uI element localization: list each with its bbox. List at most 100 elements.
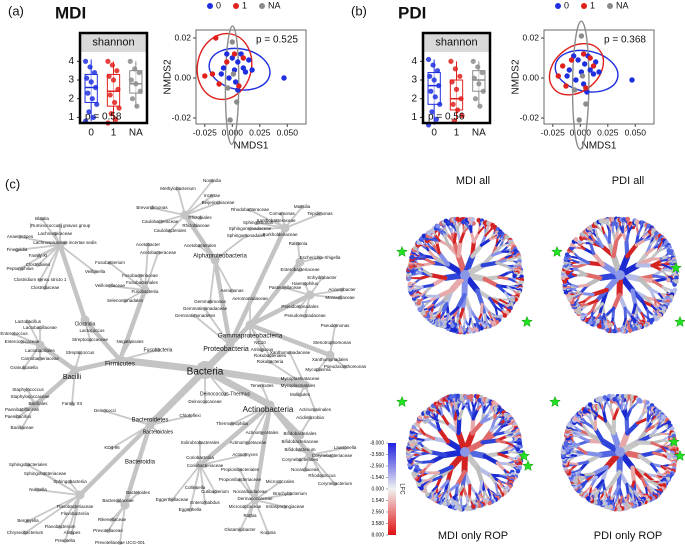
- tree-branch: [640, 299, 649, 312]
- point: [242, 69, 249, 75]
- colorbar-tick-label: 2.560: [371, 509, 384, 515]
- taxon-label: Aeromonas: [220, 288, 244, 293]
- taxon-label: Actinobacteria: [243, 405, 294, 414]
- node: [297, 447, 303, 453]
- taxon-label: Fusobacteriales: [126, 280, 159, 285]
- point: [437, 101, 443, 107]
- tree-branch: [477, 226, 485, 234]
- taxon-label: Mycoplasmatales: [281, 383, 317, 388]
- branch: [182, 212, 218, 263]
- taxon-label: Veillonellaceae: [95, 283, 126, 288]
- tree-branch: [504, 291, 511, 300]
- branch: [59, 494, 81, 528]
- node: [195, 460, 205, 470]
- tree-root: [460, 447, 470, 457]
- legend-label: 1: [590, 0, 595, 10]
- tree-branch: [479, 237, 492, 247]
- point: [431, 77, 437, 83]
- taxon-label: Rokubacteriales: [254, 353, 287, 358]
- tree-branch: [412, 450, 422, 456]
- legend-marker: [207, 3, 213, 9]
- tree-branch: [457, 407, 465, 421]
- taxon-label: Propionibacteriales: [221, 467, 260, 472]
- panel-title: MDI: [55, 3, 86, 22]
- tree-branch: [497, 275, 511, 281]
- tree-branch: [433, 310, 441, 318]
- tree-branch: [480, 438, 499, 445]
- tree-branch: [660, 268, 668, 277]
- tree-leaf: [421, 233, 427, 239]
- x-tick-label: 0.050: [625, 127, 647, 137]
- node: [302, 281, 308, 287]
- branch: [309, 447, 346, 456]
- tree-leaf: [458, 328, 463, 333]
- tree-branch: [499, 474, 509, 480]
- tree-branch: [601, 312, 606, 323]
- taxon-label: Clostridiaceae: [31, 285, 60, 290]
- tree-branch: [604, 306, 616, 317]
- taxon-label: Stenotrophomonas: [313, 340, 352, 345]
- node: [202, 399, 208, 405]
- heat-tree: [560, 216, 679, 334]
- tree-branch: [622, 317, 627, 327]
- node: [155, 429, 161, 435]
- legend-marker: [581, 3, 587, 9]
- node: [37, 348, 43, 354]
- tree-leaf: [579, 315, 585, 320]
- x-tick-label: 0: [88, 128, 94, 139]
- highlight-star: [551, 245, 563, 257]
- node: [215, 200, 221, 206]
- taxon-label: Bacteroides: [126, 490, 151, 495]
- tree-leaf: [565, 270, 571, 275]
- taxon-label: Gemmatimonas: [194, 299, 227, 304]
- taxon-label: Glutamicibacter: [224, 527, 256, 532]
- tree-leaf: [654, 316, 659, 322]
- node: [207, 299, 213, 305]
- taxon-label: Mollicutes: [290, 392, 311, 397]
- tree-branch: [573, 252, 581, 260]
- branch: [309, 294, 341, 299]
- node: [137, 459, 143, 465]
- tree-leaf: [417, 306, 422, 312]
- taxon-label: Paenibacillaceae: [5, 407, 40, 412]
- point: [452, 66, 458, 72]
- taxon-label: Lactobacillaceae: [23, 325, 57, 330]
- taxon-label: Aeromonadaceae: [232, 296, 268, 301]
- tree-branch: [594, 229, 599, 239]
- tree-leaf: [453, 505, 459, 510]
- branch: [289, 352, 306, 386]
- taxon-label: Lactobacillales: [25, 348, 55, 353]
- node: [122, 298, 128, 304]
- node: [329, 453, 335, 459]
- taxon-label: Streptococcus: [66, 350, 95, 355]
- tree-branch: [577, 435, 591, 443]
- taxon-label: Pseudomonadales: [281, 304, 319, 309]
- point: [240, 55, 246, 61]
- taxon-label: Deinococci: [94, 408, 116, 413]
- panel-label: (b): [351, 3, 367, 18]
- point: [128, 77, 134, 83]
- point: [472, 96, 479, 102]
- panel-frame: [421, 31, 492, 125]
- tree-branch: [594, 312, 601, 321]
- tree-branch: [456, 239, 463, 259]
- tree-branch: [482, 276, 500, 288]
- tree-branch: [443, 226, 449, 236]
- node: [17, 266, 23, 272]
- tree-leaf: [638, 399, 643, 404]
- x-tick-label: 1: [111, 128, 117, 139]
- point: [229, 39, 235, 45]
- node: [155, 250, 161, 256]
- point: [110, 77, 117, 83]
- tree-leaf: [470, 216, 475, 222]
- tree-branch: [495, 439, 509, 445]
- highlight-star: [674, 315, 685, 327]
- tree-branch: [480, 260, 499, 268]
- branch: [44, 244, 61, 289]
- node: [317, 255, 323, 261]
- tree-leaf: [425, 410, 431, 415]
- point: [231, 51, 238, 57]
- branch: [284, 206, 303, 229]
- tree-branch: [479, 302, 484, 317]
